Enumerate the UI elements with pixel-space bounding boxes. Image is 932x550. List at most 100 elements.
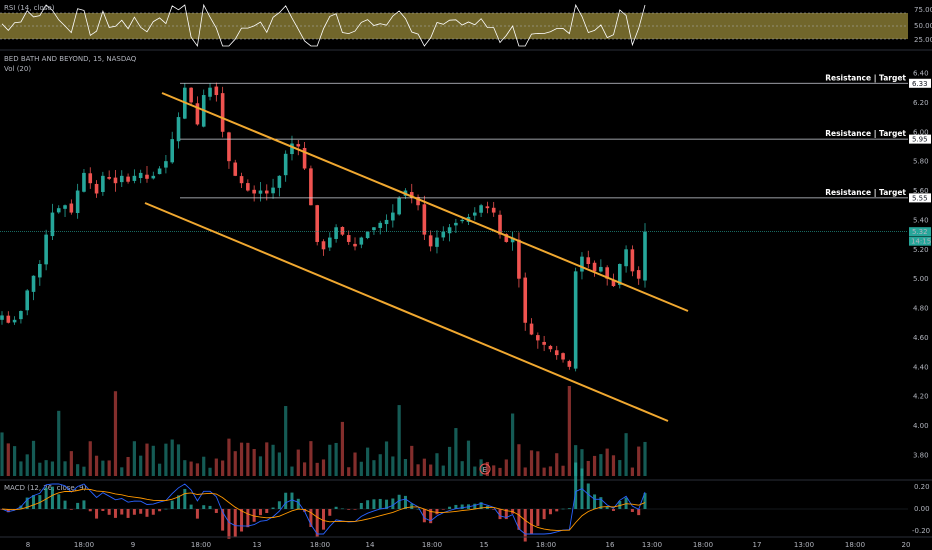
candle-body (435, 237, 439, 247)
volume-bar (31, 440, 36, 476)
macd-hist-bar (429, 509, 433, 524)
candle-body (283, 153, 288, 176)
macd-hist-bar (454, 504, 458, 509)
volume-bar (586, 460, 590, 476)
candle-body (31, 275, 36, 292)
main-pane: BED BATH AND BEYOND, 15, NASDAQ Vol (20)… (0, 55, 931, 476)
resistance-price: 6.33 (912, 80, 928, 88)
candle-body (630, 249, 635, 272)
macd-hist-bar (76, 502, 80, 509)
candle-body (391, 212, 395, 221)
macd-hist-bar (479, 502, 483, 509)
candle-body (454, 222, 458, 226)
volume-bar (309, 441, 313, 476)
macd-hist-bar (158, 509, 162, 512)
macd-line (1, 483, 646, 535)
volume-bar (334, 442, 338, 476)
macd-hist-bar (567, 508, 571, 509)
candle-body (246, 183, 250, 191)
candle-body (536, 335, 540, 341)
volume-bar (107, 460, 111, 476)
candle-body (328, 237, 332, 248)
macd-hist-bar (126, 509, 130, 518)
volume-bar (447, 446, 452, 476)
macd-hist-bar (536, 509, 540, 526)
time-tick: 20 (902, 541, 911, 549)
candle-body (69, 203, 74, 213)
volume-bar (195, 463, 200, 476)
channel-upper[interactable] (161, 92, 689, 312)
volume-bar (492, 465, 496, 476)
volume-bar (618, 460, 622, 476)
macd-hist-bar (265, 509, 269, 513)
macd-hist-bar (82, 500, 86, 509)
candle-body (19, 311, 23, 320)
candle-body (208, 87, 212, 97)
macd-hist-bar (151, 509, 155, 515)
volume-bar (246, 442, 250, 476)
volume-bar (252, 449, 256, 476)
countdown: 14:15 (911, 238, 931, 246)
volume-bar (466, 440, 471, 476)
channel-lower[interactable] (144, 202, 669, 422)
volume-bar (239, 442, 244, 476)
macd-hist-bar (611, 509, 615, 511)
candle-body (82, 172, 86, 192)
candle-body (561, 353, 565, 360)
time-tick: 14 (366, 541, 375, 549)
macd-hist-bar (372, 499, 376, 509)
candle-body (75, 190, 80, 214)
macd-hist-bar (561, 508, 565, 510)
macd-hist-bar (416, 508, 420, 510)
resistance-price: 5.55 (912, 194, 928, 202)
candle-body (94, 183, 99, 194)
candle-body (290, 143, 294, 155)
macd-hist-bar (246, 509, 250, 528)
resistance-label: Resistance | Target (825, 188, 906, 198)
volume-bar (189, 461, 193, 476)
macd-hist-bar (113, 509, 117, 518)
macd-hist-bar (542, 509, 546, 520)
time-axis[interactable]: 8 18:00 9 18:00 13 18:00 14 18:00 15 18:00 16 13:00… (26, 541, 911, 549)
time-tick: 13 (253, 541, 262, 549)
candle-body (510, 237, 515, 243)
volume-bar (0, 432, 4, 476)
volume-bar (208, 467, 212, 476)
candle-body (151, 175, 156, 179)
earnings-marker[interactable]: E (479, 463, 491, 475)
candle-body (271, 187, 275, 194)
macd-hist-bar (296, 498, 300, 509)
macd-hist-bar (397, 494, 401, 509)
volume-bar (315, 462, 319, 476)
rsi-tick-25: 25.00 (914, 36, 932, 44)
volume-bar (170, 439, 174, 476)
volume-bar (378, 454, 382, 476)
candle-body (346, 235, 351, 242)
macd-hist-bar (605, 506, 609, 509)
macd-hist-bar (101, 509, 105, 511)
volume-bar (460, 461, 464, 476)
macd-hist-bar (95, 509, 99, 519)
volume-bar (284, 406, 288, 476)
volume-bar (567, 386, 571, 476)
candles (0, 82, 647, 372)
time-tick: 18:00 (693, 541, 713, 549)
volume-bar (391, 456, 395, 476)
volume-bar (422, 458, 426, 476)
volume-bar (176, 444, 181, 476)
macd-hist-bar (315, 509, 319, 537)
macd-hist-bar (284, 492, 288, 509)
candle-body (353, 243, 357, 247)
resistance-price-badge (909, 134, 931, 144)
candle-body (580, 256, 584, 272)
macd-hist-bar (328, 509, 332, 516)
rsi-tick-50: 50.00 (914, 22, 932, 30)
price-tick: 6.00 (913, 128, 929, 136)
volume-bar (145, 443, 149, 476)
macd-hist-bar (57, 494, 61, 509)
volume-bar (454, 428, 458, 476)
volume-bar (227, 438, 231, 476)
candle-body (605, 267, 609, 279)
volume-bar (277, 452, 281, 476)
